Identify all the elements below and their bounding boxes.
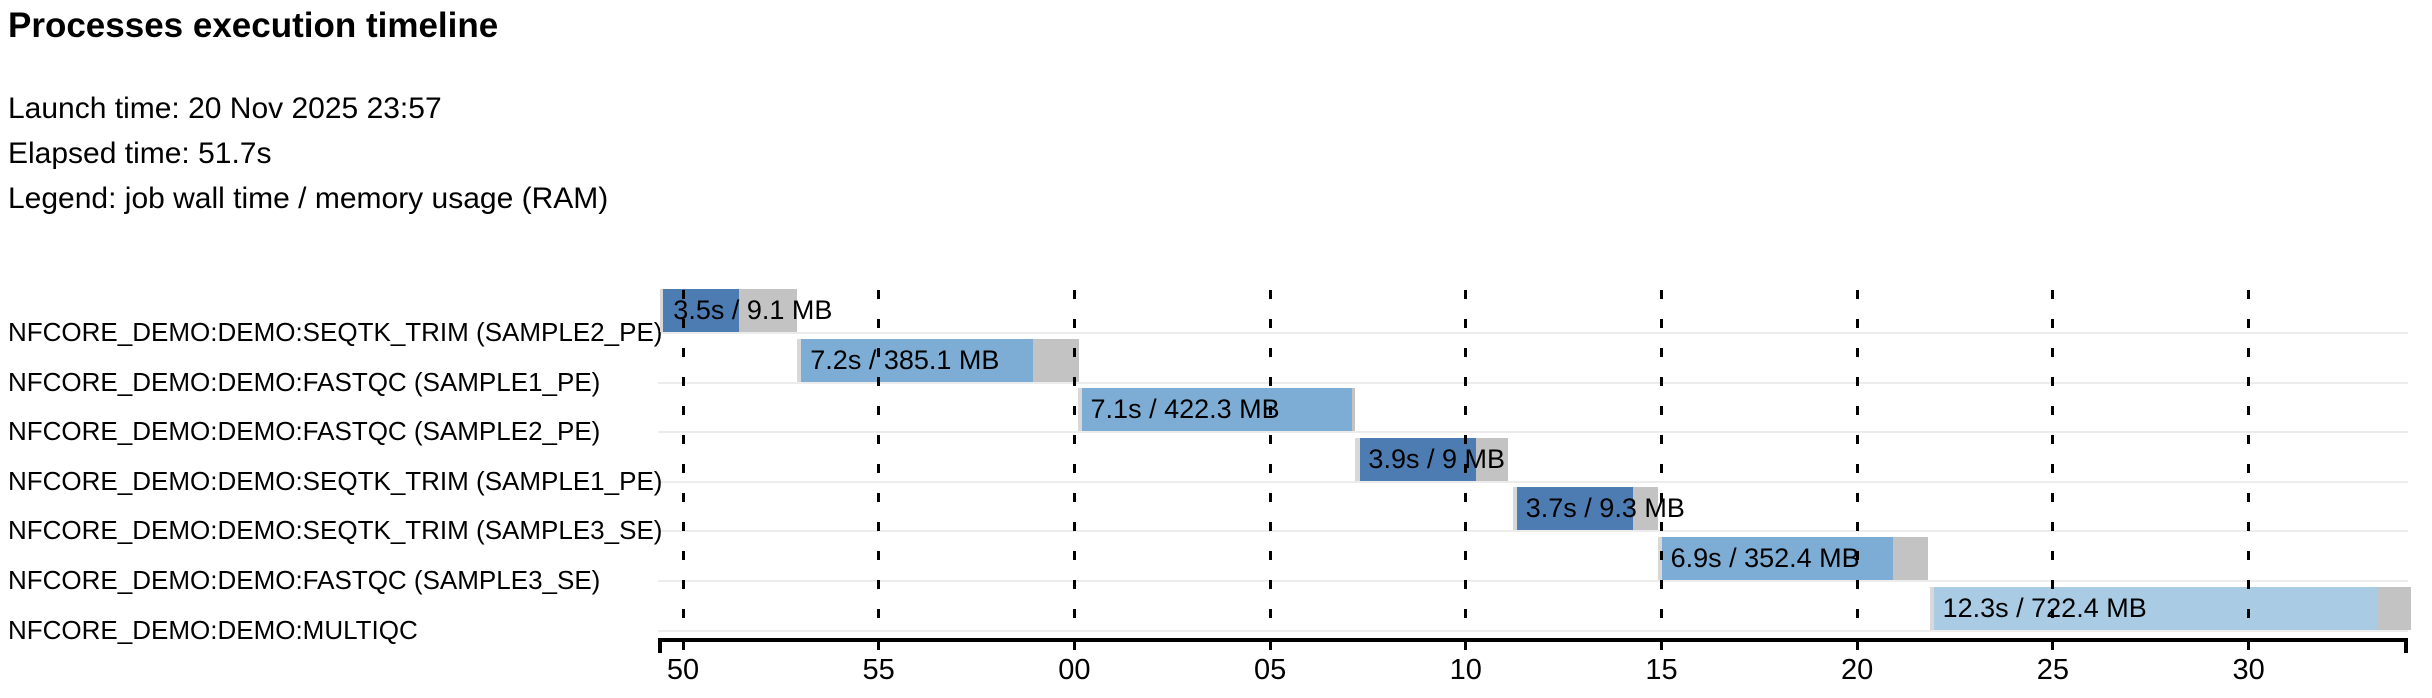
- report-meta: Launch time: 20 Nov 2025 23:57 Elapsed t…: [8, 86, 608, 221]
- grid-line: [1855, 290, 1859, 638]
- grid-line: [2247, 290, 2251, 638]
- task-lead-segment: [1077, 388, 1083, 432]
- task-tail-segment: [738, 289, 798, 332]
- row-separator: [658, 629, 2408, 632]
- axis-tick-label: 10: [1449, 654, 1482, 686]
- launch-time-line: Launch time: 20 Nov 2025 23:57: [8, 92, 442, 125]
- grid-line: [1464, 290, 1468, 638]
- task-run-segment: [1082, 388, 1353, 432]
- process-label: NFCORE_DEMO:DEMO:MULTIQC: [8, 614, 418, 645]
- axis-tick-mark: [1855, 638, 1859, 650]
- task-run-segment: [663, 289, 739, 332]
- legend-line: Legend: job wall time / memory usage (RA…: [8, 182, 609, 215]
- task-tail-segment: [1352, 388, 1356, 432]
- grid-line: [1268, 290, 1272, 638]
- grid-line: [1072, 290, 1076, 638]
- task-lead-segment: [797, 338, 802, 382]
- task-lead-segment: [660, 289, 664, 332]
- axis-tick-label: 50: [666, 654, 700, 686]
- axis-tick-label: 20: [1841, 654, 1874, 686]
- axis-tick-label: 55: [862, 654, 895, 686]
- axis-tick-mark: [681, 638, 685, 650]
- task-lead-segment: [1512, 487, 1518, 531]
- task-run-segment: [1933, 586, 2378, 630]
- process-label: NFCORE_DEMO:DEMO:FASTQC (SAMPLE1_PE): [8, 366, 601, 397]
- axis-tick-mark: [1072, 638, 1076, 650]
- elapsed-time-line: Elapsed time: 51.7s: [8, 137, 272, 170]
- axis-tick-mark: [1268, 638, 1272, 650]
- task-run-segment: [1662, 537, 1894, 580]
- axis-tick-label: 00: [1058, 654, 1091, 686]
- task-bar-label: 3.7s / 9.3 MB: [1525, 493, 1685, 524]
- axis-tick-label: 05: [1253, 654, 1287, 686]
- axis-tick-label: 30: [2232, 654, 2265, 686]
- task-tail-segment: [1632, 487, 1658, 531]
- axis-tick-label: 25: [2036, 654, 2070, 686]
- row-separator: [658, 332, 2408, 334]
- axis-tick-label: 15: [1645, 654, 1678, 686]
- task-run-segment: [1517, 487, 1633, 531]
- axis-tick-mark: [1464, 638, 1468, 650]
- task-lead-segment: [1355, 437, 1361, 481]
- process-label: NFCORE_DEMO:DEMO:FASTQC (SAMPLE2_PE): [8, 416, 601, 447]
- row-separator: [658, 431, 2408, 434]
- process-label: NFCORE_DEMO:DEMO:SEQTK_TRIM (SAMPLE2_PE): [8, 317, 663, 347]
- row-separator: [658, 480, 2408, 483]
- task-tail-segment: [2377, 586, 2412, 630]
- row-separator: [658, 381, 2408, 384]
- row-separator: [658, 530, 2408, 533]
- task-tail-segment: [1475, 437, 1509, 481]
- task-bar-label: 3.5s / 9.1 MB: [673, 295, 833, 325]
- grid-line: [1660, 290, 1663, 638]
- task-bar-label: 6.9s / 352.4 MB: [1670, 543, 1860, 573]
- process-label: NFCORE_DEMO:DEMO:FASTQC (SAMPLE3_SE): [8, 565, 601, 595]
- axis-tick-mark: [2051, 638, 2055, 650]
- axis-tick-mark: [877, 638, 881, 650]
- task-run-segment: [801, 338, 1034, 382]
- task-tail-segment: [1033, 338, 1080, 382]
- process-label: NFCORE_DEMO:DEMO:SEQTK_TRIM (SAMPLE1_PE): [8, 465, 663, 496]
- task-bar-label: 7.1s / 422.3 MB: [1090, 394, 1280, 425]
- task-run-segment: [1360, 437, 1476, 481]
- axis-tick-mark: [1660, 638, 1663, 650]
- page-title: Processes execution timeline: [8, 6, 499, 45]
- grid-line: [877, 290, 881, 638]
- task-tail-segment: [1893, 537, 1928, 580]
- task-lead-segment: [1929, 586, 1934, 630]
- task-bar-label: 7.2s / 385.1 MB: [810, 344, 1000, 375]
- axis-tick-mark: [2247, 638, 2251, 650]
- time-axis-left-cap: [658, 638, 662, 653]
- task-lead-segment: [1657, 537, 1663, 580]
- time-axis-right-cap: [2404, 638, 2408, 653]
- time-axis-line: [658, 638, 2408, 642]
- grid-line: [681, 290, 685, 638]
- row-separator: [658, 580, 2408, 582]
- grid-line: [2051, 290, 2055, 638]
- task-bar-label: 3.9s / 9 MB: [1368, 443, 1505, 474]
- task-bar-label: 12.3s / 722.4 MB: [1942, 592, 2147, 623]
- process-label: NFCORE_DEMO:DEMO:SEQTK_TRIM (SAMPLE3_SE): [8, 515, 663, 546]
